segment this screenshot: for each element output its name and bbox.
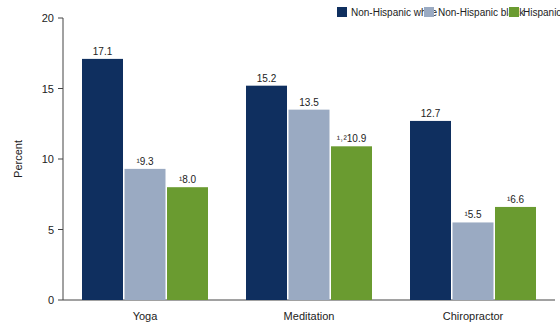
legend: Non-Hispanic whiteNon-Hispanic blackHisp… [337,7,560,18]
bar [246,86,287,300]
bar [331,146,372,300]
chart: 0 5 10 15 20 Percent 17.1 ¹9.3 ¹8.0 15.2 13.5 ¹˒²10… [0,0,560,332]
legend-swatch [509,7,519,17]
legend-label: Non-Hispanic black [438,7,525,18]
data-label: ¹˒²10.9 [337,133,367,144]
y-tick-label: 5 [48,224,54,236]
y-tick-label: 10 [42,153,54,165]
data-label: ¹6.6 [507,194,525,205]
y-tick [58,88,63,89]
bar [453,222,494,300]
bar [410,121,451,300]
bar [82,59,123,300]
data-label: ¹5.5 [464,209,482,220]
y-axis-label: Percent [12,140,24,178]
data-label: 12.7 [421,108,441,119]
x-tick-label: Chiropractor [443,310,504,322]
legend-swatch [337,7,347,17]
legend-swatch [424,7,434,17]
y-tick [58,18,63,19]
y-tick-label: 0 [48,294,54,306]
legend-label: Non-Hispanic white [351,7,438,18]
y-tick [58,300,63,301]
bar [289,110,330,300]
x-tick-label: Yoga [133,310,159,322]
x-tick-label: Meditation [284,310,335,322]
bars [82,59,536,300]
y-axis: 0 5 10 15 20 [42,12,63,306]
data-label: ¹9.3 [136,156,154,167]
data-label: 17.1 [93,46,113,57]
y-tick [58,159,63,160]
bar [125,169,166,300]
data-labels: 17.1 ¹9.3 ¹8.0 15.2 13.5 ¹˒²10.9 12.7 ¹5.5 ¹6.6 [93,46,525,221]
data-label: ¹8.0 [179,174,197,185]
data-label: 13.5 [299,97,319,108]
bar [167,187,208,300]
bar [495,207,536,300]
y-tick-label: 20 [42,12,54,24]
y-tick-label: 15 [42,83,54,95]
legend-label: Hispanic [523,7,560,18]
y-tick [58,229,63,230]
data-label: 15.2 [257,73,277,84]
